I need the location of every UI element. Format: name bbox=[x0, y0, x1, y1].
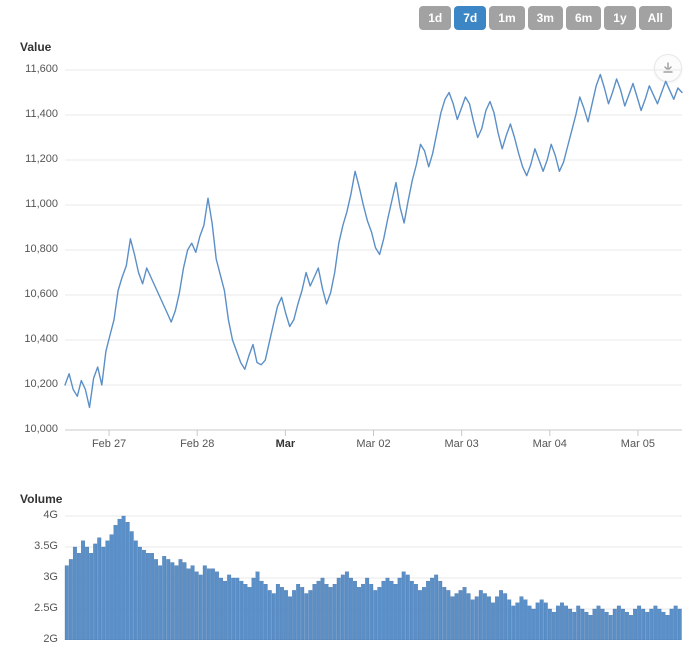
range-1m-button[interactable]: 1m bbox=[489, 6, 524, 30]
price-chart-svg bbox=[10, 60, 690, 460]
range-6m-button[interactable]: 6m bbox=[566, 6, 601, 30]
range-3m-button[interactable]: 3m bbox=[528, 6, 563, 30]
x-axis-label: Feb 28 bbox=[180, 438, 214, 450]
volume-chart: 2G2.5G3G3.5G4G bbox=[10, 510, 690, 640]
x-axis-label: Mar 05 bbox=[621, 438, 655, 450]
range-1y-button[interactable]: 1y bbox=[604, 6, 635, 30]
x-axis-label: Mar 02 bbox=[356, 438, 390, 450]
x-axis-label: Mar 03 bbox=[445, 438, 479, 450]
x-axis-label: Feb 27 bbox=[92, 438, 126, 450]
price-chart-title: Value bbox=[20, 40, 51, 54]
range-7d-button[interactable]: 7d bbox=[454, 6, 486, 30]
range-1d-button[interactable]: 1d bbox=[419, 6, 451, 30]
volume-chart-svg bbox=[10, 510, 690, 640]
x-axis-label: Mar bbox=[276, 438, 296, 450]
range-all-button[interactable]: All bbox=[639, 6, 672, 30]
volume-chart-title: Volume bbox=[20, 492, 62, 506]
range-selector: 1d 7d 1m 3m 6m 1y All bbox=[419, 6, 672, 30]
price-chart: 10,00010,20010,40010,60010,80011,00011,2… bbox=[10, 60, 690, 460]
x-axis-label: Mar 04 bbox=[533, 438, 567, 450]
